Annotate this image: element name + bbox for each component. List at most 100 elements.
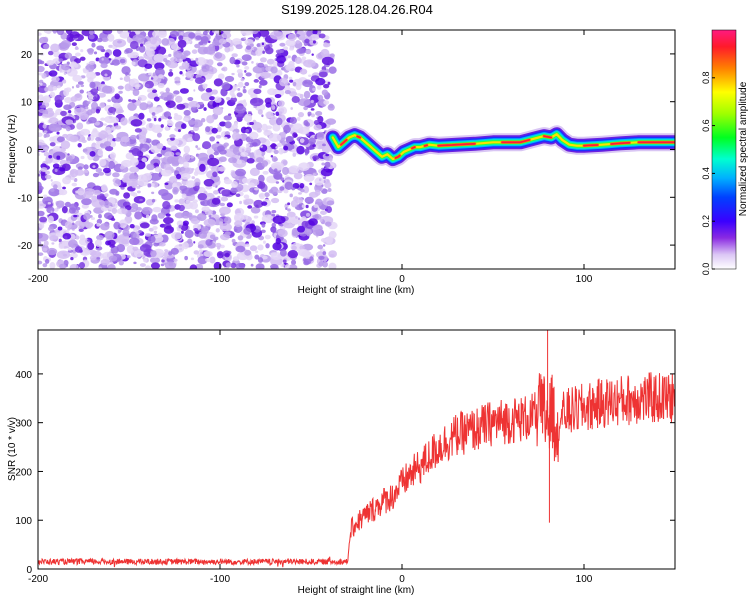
noise-blob xyxy=(214,30,219,34)
noise-blob xyxy=(274,168,278,173)
noise-blob xyxy=(71,182,78,187)
noise-blob xyxy=(303,258,307,262)
noise-blob xyxy=(59,263,67,269)
noise-blob xyxy=(38,32,42,36)
noise-blob xyxy=(273,157,278,162)
noise-blob xyxy=(263,240,266,244)
noise-blob xyxy=(57,185,62,190)
noise-blob xyxy=(43,151,50,157)
noise-blob xyxy=(46,206,55,214)
noise-blob xyxy=(328,66,337,74)
colorbar-label: Normalized spectral amplitude xyxy=(738,81,749,216)
noise-blob xyxy=(165,101,171,106)
noise-blob xyxy=(96,218,103,225)
noise-blob xyxy=(45,30,52,35)
noise-blob xyxy=(120,117,128,126)
noise-blob xyxy=(119,77,123,81)
noise-blob xyxy=(42,263,48,268)
noise-blob xyxy=(162,256,168,260)
noise-blob xyxy=(134,128,142,133)
noise-blob xyxy=(135,30,141,36)
noise-blob xyxy=(44,133,50,138)
noise-blob xyxy=(83,213,91,221)
noise-blob xyxy=(221,189,232,197)
noise-blob xyxy=(284,181,293,190)
spectrogram-signal xyxy=(323,125,675,169)
noise-blob xyxy=(120,136,130,143)
noise-blob xyxy=(231,93,236,98)
noise-blob xyxy=(257,257,264,263)
noise-blob xyxy=(241,177,249,184)
noise-blob xyxy=(284,90,292,95)
snr-line xyxy=(38,372,675,568)
noise-blob xyxy=(181,193,187,199)
noise-blob xyxy=(175,152,181,156)
noise-blob xyxy=(261,123,268,131)
noise-blob xyxy=(322,251,327,256)
noise-blob xyxy=(203,218,216,227)
noise-blob xyxy=(85,223,92,229)
noise-blob xyxy=(170,145,178,151)
noise-blob xyxy=(231,180,239,189)
noise-blob xyxy=(176,103,186,110)
noise-blob xyxy=(169,176,178,184)
noise-blob xyxy=(147,235,156,244)
noise-blob xyxy=(205,258,211,263)
noise-blob xyxy=(129,166,140,173)
noise-blob xyxy=(126,244,135,254)
noise-blob xyxy=(187,96,194,102)
noise-blob xyxy=(179,88,189,94)
noise-blob xyxy=(203,250,213,257)
noise-blob xyxy=(139,43,144,47)
snr-series xyxy=(38,330,675,568)
noise-blob xyxy=(217,124,220,127)
noise-blob xyxy=(312,40,316,44)
noise-blob xyxy=(108,58,112,61)
noise-blob xyxy=(174,76,181,82)
noise-blob xyxy=(164,261,177,269)
noise-blob xyxy=(323,42,331,48)
noise-blob xyxy=(297,98,311,107)
noise-blob xyxy=(150,250,157,258)
noise-blob xyxy=(223,142,229,147)
noise-blob xyxy=(63,104,72,111)
noise-blob xyxy=(47,215,54,224)
noise-blob xyxy=(98,214,102,219)
noise-blob xyxy=(321,162,326,166)
noise-blob xyxy=(184,229,194,239)
noise-blob xyxy=(190,58,194,61)
noise-blob xyxy=(198,231,208,239)
noise-blob xyxy=(265,125,273,130)
noise-blob xyxy=(244,66,250,70)
noise-blob xyxy=(154,62,165,71)
noise-blob xyxy=(49,235,59,242)
noise-blob xyxy=(48,155,53,159)
noise-blob xyxy=(96,37,103,43)
snr-x-tick-label: 100 xyxy=(576,574,593,585)
noise-blob xyxy=(310,108,315,111)
noise-blob xyxy=(316,85,322,90)
noise-blob xyxy=(235,262,246,269)
noise-blob xyxy=(312,144,316,148)
noise-blob xyxy=(317,94,324,101)
noise-blob xyxy=(289,47,294,51)
colorbar: 0.0 0.2 0.4 0.6 0.8 Normalized spectral ampl… xyxy=(701,29,749,275)
noise-blob xyxy=(60,110,67,117)
noise-blob xyxy=(115,179,121,185)
noise-blob xyxy=(220,196,229,202)
noise-blob xyxy=(215,134,222,139)
noise-blob xyxy=(160,124,164,128)
noise-blob xyxy=(162,216,174,224)
noise-blob xyxy=(92,172,100,178)
noise-blob xyxy=(48,117,59,125)
noise-blob xyxy=(262,170,269,175)
noise-blob xyxy=(118,90,123,94)
noise-blob xyxy=(284,204,289,208)
noise-blob xyxy=(258,192,266,200)
noise-blob xyxy=(312,155,320,160)
noise-blob xyxy=(309,182,313,186)
noise-blob xyxy=(263,64,268,67)
noise-blob xyxy=(287,250,299,259)
noise-blob xyxy=(167,116,172,120)
